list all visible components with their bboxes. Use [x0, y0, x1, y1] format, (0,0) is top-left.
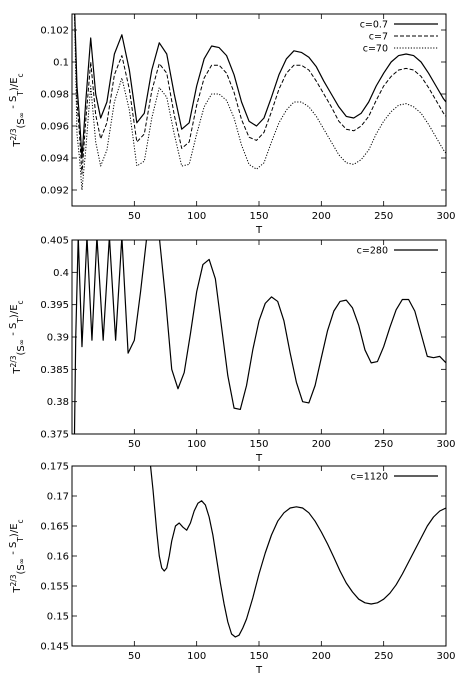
- y-tick-label: 0.385: [40, 365, 69, 376]
- y-tick-label: 0.395: [40, 300, 69, 311]
- y-tick-label: 0.15: [47, 612, 69, 623]
- x-tick-label: 150: [249, 651, 268, 662]
- x-tick-label: 200: [312, 439, 331, 450]
- y-tick-label: 0.092: [40, 186, 69, 197]
- series-line-c=70: [73, 14, 446, 191]
- y-tick-label: 0.155: [40, 582, 69, 593]
- y-axis-label: T2/3(S∞ - ST)/Ec: [8, 73, 27, 147]
- y-tick-label: 0.4: [53, 268, 69, 279]
- x-tick-label: 100: [187, 211, 206, 222]
- chart-panel-middle: 50 100 150 200 250 300 0.375 0.38 0.385 0.39 0.395…: [8, 236, 456, 465]
- y-axis-label-part: ∞: [17, 558, 26, 564]
- y-axis-label-part: )/E: [9, 523, 20, 537]
- plot-frame: [71, 239, 447, 435]
- legend-label: c=7: [369, 32, 388, 43]
- y-axis-label-part: - S: [8, 96, 19, 112]
- y-axis-label-part: T: [16, 91, 25, 97]
- legend-label: c=70: [363, 44, 388, 55]
- legend-label: c=1120: [351, 472, 388, 483]
- y-axis-label-part: T: [12, 367, 23, 375]
- x-tick-label: 200: [312, 211, 331, 222]
- series-line-c=1120: [149, 466, 446, 638]
- x-tick-label: 150: [249, 211, 268, 222]
- x-tick-label: 100: [187, 651, 206, 662]
- x-axis-label: T: [255, 225, 263, 236]
- y-axis-label-part: T: [16, 318, 25, 324]
- y-tick-label: 0.375: [40, 430, 69, 441]
- legend-label: c=0.7: [360, 20, 388, 31]
- y-tick-label: 0.096: [40, 122, 69, 133]
- y-axis-label-part: c: [16, 300, 25, 304]
- y-axis-label-part: T: [12, 586, 23, 594]
- y-axis-label-part: (S: [16, 345, 27, 355]
- plot-frame: [71, 465, 447, 647]
- y-axis-label-part: - S: [8, 323, 19, 339]
- x-tick-label: 250: [374, 651, 393, 662]
- x-tick-label: 300: [436, 439, 455, 450]
- y-tick-label: 0.39: [47, 333, 69, 344]
- x-tick-label: 300: [436, 651, 455, 662]
- x-tick-label: 150: [249, 439, 268, 450]
- x-tick-label: 100: [187, 439, 206, 450]
- y-axis-label-part: ∞: [17, 112, 26, 118]
- chart-panel-bottom: 50 100 150 200 250 300 0.145 0.15 0.155 0.16 0.165…: [8, 462, 456, 677]
- y-axis-label-part: )/E: [9, 77, 20, 91]
- y-axis-label-part: c: [16, 519, 25, 523]
- x-tick-label: 250: [374, 211, 393, 222]
- y-tick-label: 0.405: [40, 236, 69, 247]
- y-axis-label-part: 2/3: [9, 128, 18, 140]
- y-tick-label: 0.165: [40, 522, 69, 533]
- x-axis-label: T: [255, 665, 263, 676]
- y-axis-label-part: )/E: [9, 304, 20, 318]
- plot-frame: [71, 13, 447, 207]
- y-axis-label-part: T: [16, 537, 25, 543]
- y-axis-label: T2/3(S∞ - ST)/Ec: [8, 519, 27, 593]
- y-tick-label: 0.098: [40, 90, 69, 101]
- x-tick-label: 50: [128, 211, 141, 222]
- y-axis-label-part: (S: [16, 118, 27, 128]
- x-tick-label: 50: [128, 439, 141, 450]
- y-axis-label-part: T: [12, 140, 23, 148]
- y-tick-label: 0.1: [53, 58, 69, 69]
- x-axis-label: T: [255, 453, 263, 464]
- x-tick-label: 50: [128, 651, 141, 662]
- y-axis-label: T2/3(S∞ - ST)/Ec: [8, 300, 27, 374]
- x-tick-label: 300: [436, 211, 455, 222]
- chart-panel-top: 50 100 150 200 250 300 0.092 0.094 0.096 0.098 0.1…: [8, 13, 456, 236]
- y-tick-label: 0.145: [40, 642, 69, 653]
- x-tick-label: 250: [374, 439, 393, 450]
- y-tick-label: 0.38: [47, 397, 69, 408]
- series-line-c=7: [74, 14, 446, 175]
- y-tick-label: 0.17: [47, 492, 69, 503]
- y-axis-label-part: ∞: [17, 339, 26, 345]
- y-tick-label: 0.16: [47, 552, 69, 563]
- y-axis-label-part: 2/3: [9, 355, 18, 367]
- y-tick-label: 0.102: [40, 26, 69, 37]
- y-axis-label-part: 2/3: [9, 574, 18, 586]
- x-tick-label: 200: [312, 651, 331, 662]
- y-axis-label-part: - S: [8, 542, 19, 558]
- y-axis-label-part: c: [16, 73, 25, 77]
- y-tick-label: 0.094: [40, 154, 69, 165]
- y-tick-label: 0.175: [40, 462, 69, 473]
- y-axis-label-part: (S: [16, 564, 27, 574]
- legend-label: c=280: [357, 246, 388, 257]
- series-line-c=280: [73, 240, 446, 434]
- series-line-c=0.7: [74, 14, 446, 159]
